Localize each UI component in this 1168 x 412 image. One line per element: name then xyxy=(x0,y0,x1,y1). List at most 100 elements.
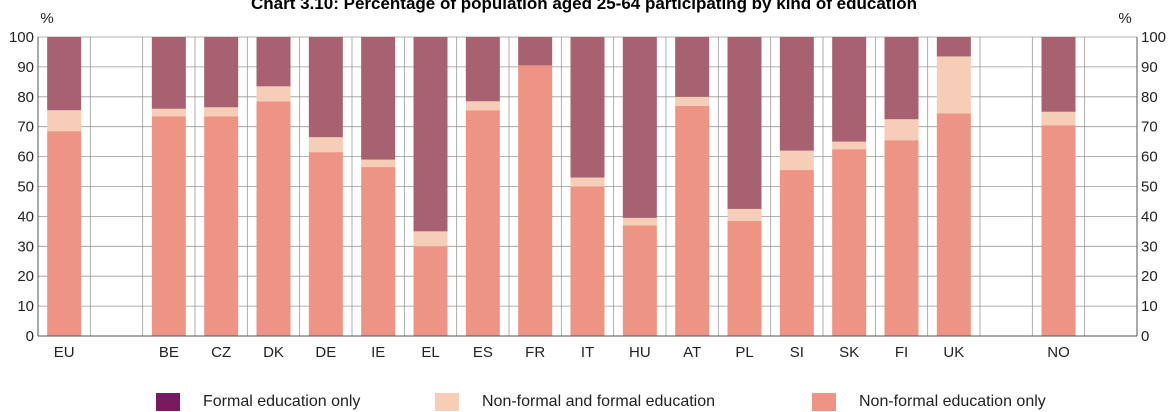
axes xyxy=(37,37,1138,337)
x-tick-label: NO xyxy=(1047,344,1070,361)
bar-segment-fi-formal xyxy=(884,37,919,120)
bar-segment-el-both xyxy=(413,231,448,247)
x-tick-label: FI xyxy=(895,344,908,361)
y-tick-label-left: 80 xyxy=(17,89,34,106)
bar-segment-uk-nonformal xyxy=(936,113,971,337)
y-tick-label-left: 60 xyxy=(17,149,34,166)
y-tick-label-right: 70 xyxy=(1141,119,1158,136)
y-tick-label-right: 50 xyxy=(1141,179,1158,196)
x-tick-label: EL xyxy=(421,344,439,361)
bar-segment-eu-both xyxy=(47,110,82,132)
y-tick-label-right: 60 xyxy=(1141,149,1158,166)
bar-segment-fi-both xyxy=(884,119,919,141)
bar-segment-eu-formal xyxy=(47,37,82,111)
bar-segment-be-formal xyxy=(151,37,186,109)
bar-segment-sk-formal xyxy=(832,37,867,142)
bar-segment-be-nonformal xyxy=(151,116,186,336)
legend-swatch-formal xyxy=(156,393,180,411)
bar-segment-at-nonformal xyxy=(675,105,710,337)
bar-segment-fr-formal xyxy=(518,37,553,66)
bar-segment-fr-nonformal xyxy=(518,65,553,336)
bar-segment-be-both xyxy=(151,108,186,117)
bar-segment-hu-formal xyxy=(622,37,657,218)
bar-segment-dk-formal xyxy=(256,37,291,87)
y-tick-label-left: 10 xyxy=(17,298,34,315)
x-tick-label: DK xyxy=(263,344,284,361)
x-tick-label: EU xyxy=(54,344,75,361)
bar-segment-ie-nonformal xyxy=(361,167,396,336)
bar-segment-el-formal xyxy=(413,37,448,232)
legend-item-formal: Formal education only xyxy=(156,392,360,412)
x-tick-label: ES xyxy=(473,344,493,361)
labels: % % 0 0 10 10 20 20 30 30 40 40 50 50 60 60 70 70 80 80 90… xyxy=(9,10,1166,361)
legend-label-nonformal-and-formal: Non-formal and formal education xyxy=(482,393,716,410)
y-tick-label-right: 0 xyxy=(1141,328,1149,345)
x-tick-label: PL xyxy=(735,344,753,361)
bar-segment-ie-formal xyxy=(361,37,396,160)
bar-segment-sk-nonformal xyxy=(832,149,867,336)
y-tick-label-right: 40 xyxy=(1141,208,1158,225)
y-tick-label-right: 20 xyxy=(1141,268,1158,285)
bar-segment-si-formal xyxy=(779,37,814,151)
y-tick-label-left: 70 xyxy=(17,119,34,136)
legend-label-nonformal: Non-formal education only xyxy=(859,393,1046,410)
column-separators xyxy=(37,37,1086,336)
bar-segment-ie-both xyxy=(361,159,396,168)
y-tick-label-left: 0 xyxy=(26,328,34,345)
bar-segment-hu-both xyxy=(622,217,657,226)
bar-segment-at-both xyxy=(675,96,710,106)
bar-segment-de-both xyxy=(308,137,343,153)
bar-segment-de-formal xyxy=(308,37,343,138)
x-tick-label: IE xyxy=(371,344,385,361)
bar-segment-pl-both xyxy=(727,208,762,221)
y-tick-label-right: 90 xyxy=(1141,59,1158,76)
x-tick-label: BE xyxy=(159,344,179,361)
chart-title: Chart 3.10: Percentage of population age… xyxy=(251,0,917,13)
bar-segment-hu-nonformal xyxy=(622,225,657,336)
x-tick-label: AT xyxy=(683,344,701,361)
bar-segment-de-nonformal xyxy=(308,152,343,336)
bar-segment-cz-both xyxy=(204,107,239,117)
x-tick-label: HU xyxy=(629,344,651,361)
x-tick-label: IT xyxy=(581,344,594,361)
bar-segment-sk-both xyxy=(832,141,867,150)
y-tick-label-left: 40 xyxy=(17,208,34,225)
x-tick-label: SK xyxy=(839,344,859,361)
x-tick-label: FR xyxy=(525,344,545,361)
bar-segment-it-formal xyxy=(570,37,605,178)
bar-segment-uk-formal xyxy=(936,37,971,57)
x-tick-label: UK xyxy=(943,344,964,361)
bar-segment-no-formal xyxy=(1041,37,1076,112)
x-tick-label: DE xyxy=(315,344,336,361)
bar-segment-no-both xyxy=(1041,111,1076,126)
bar-segment-cz-nonformal xyxy=(204,116,239,336)
bar-segment-pl-nonformal xyxy=(727,220,762,336)
bar-segment-es-formal xyxy=(465,37,500,102)
legend-swatch-nonformal xyxy=(812,393,836,411)
bar-segment-dk-nonformal xyxy=(256,101,291,336)
y-tick-label-right: 10 xyxy=(1141,298,1158,315)
legend-label-formal: Formal education only xyxy=(203,393,361,410)
y-unit-right: % xyxy=(1118,10,1131,27)
legend-item-nonformal: Non-formal education only xyxy=(812,392,1046,412)
y-tick-label-left: 50 xyxy=(17,179,34,196)
x-tick-label: SI xyxy=(790,344,804,361)
bar-segment-si-nonformal xyxy=(779,170,814,336)
bar-segment-it-both xyxy=(570,177,605,187)
bar-segment-eu-nonformal xyxy=(47,131,82,336)
y-unit-left: % xyxy=(40,10,53,27)
legend-item-nonformal-and-formal: Non-formal and formal education xyxy=(435,392,715,412)
y-tick-label-right: 100 xyxy=(1141,29,1166,46)
bar-segment-fi-nonformal xyxy=(884,140,919,336)
bar-segment-pl-formal xyxy=(727,37,762,209)
y-tick-label-left: 100 xyxy=(9,29,34,46)
bar-segment-at-formal xyxy=(675,37,710,97)
bar-segment-si-both xyxy=(779,150,814,171)
bar-segment-es-nonformal xyxy=(465,110,500,336)
bar-segment-uk-both xyxy=(936,56,971,114)
bar-segment-no-nonformal xyxy=(1041,125,1076,336)
legend-swatch-nonformal-and-formal xyxy=(435,393,459,411)
y-tick-label-left: 30 xyxy=(17,238,34,255)
bar-segment-dk-both xyxy=(256,86,291,102)
